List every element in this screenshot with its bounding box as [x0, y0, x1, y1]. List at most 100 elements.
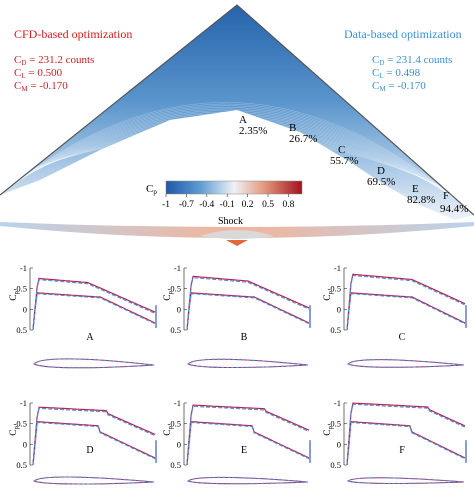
colorbar-tick-label: 0.8 [282, 200, 294, 210]
section-letter-b: B [289, 122, 296, 134]
wing-contour [18, 120, 456, 199]
cfd-cl: CL = 0.500 [14, 67, 63, 80]
shock-airfoil-section [200, 230, 274, 239]
cp-panel-f: -1 -0.5 0 0.5 Cp F [323, 398, 467, 484]
cp-panel-a: -1 -0.5 0 0.5 Cp A [9, 263, 157, 369]
cfd-upper-curve [32, 277, 156, 331]
cp-tick-label: -1 [20, 398, 27, 408]
wing-contour [9, 110, 465, 207]
airfoil-section [346, 477, 465, 484]
colorbar-tick-label: -1 [162, 200, 170, 210]
wing-contour [24, 126, 450, 194]
cp-tick-label: -0.5 [168, 419, 181, 429]
data-lower-curve [346, 293, 466, 331]
colorbar-label: Cp [146, 183, 157, 196]
cfd-lower-curve [32, 420, 156, 466]
cp-tick-label: 0 [177, 304, 181, 314]
cp-tick-label: -0.5 [328, 419, 341, 429]
cp-tick-label: 0.5 [330, 460, 341, 470]
cp-panel-c: -1 -0.5 0 0.5 Cp C [323, 263, 467, 368]
panel-label: D [86, 445, 93, 456]
data-lower-curve [186, 421, 310, 466]
cp-tick-label: 0.5 [16, 325, 27, 335]
section-pct-d: 69.5% [367, 176, 395, 188]
cp-tick-label: -1 [174, 398, 181, 408]
data-upper-curve [346, 274, 466, 331]
wing-contour [23, 124, 451, 195]
wing-contour [21, 123, 453, 197]
section-labels: A 2.35% B 26.7% C 55.7% D 69.5% E 82.8% … [239, 114, 468, 215]
cp-panel-d: -1 -0.5 0 0.5 Cp D [9, 398, 157, 485]
data-lower-curve [32, 293, 156, 331]
data-airfoil [347, 359, 465, 368]
cfd-lower-curve [346, 420, 466, 466]
section-letter-f: F [443, 190, 449, 202]
shock-band: Shock [0, 216, 474, 246]
data-upper-curve [186, 405, 310, 466]
colorbar-tick-label: -0.7 [179, 200, 194, 210]
section-letter-d: D [377, 165, 385, 177]
section-pct-f: 94.4% [440, 203, 468, 215]
panel-label: E [241, 445, 247, 456]
wing-contour [4, 105, 470, 212]
section-letter-e: E [412, 183, 419, 195]
data-upper-curve [32, 279, 156, 331]
wing-contour [10, 111, 464, 206]
cp-panel-e: -1 -0.5 0 0.5 Cp E [163, 398, 311, 485]
data-airfoil [33, 358, 155, 369]
wing-contour [6, 107, 468, 210]
cfd-upper-curve [186, 404, 310, 466]
cfd-lower-curve [346, 292, 466, 331]
wing-surface [0, 5, 474, 220]
cp-tick-label: 0.5 [170, 460, 181, 470]
cp-tick-label: -0.5 [328, 284, 341, 294]
data-lower-curve [346, 421, 466, 466]
cp-tick-label: 0 [23, 304, 27, 314]
cfd-lower-curve [186, 292, 310, 331]
wing-contour-lines [1, 102, 473, 214]
panel-label: C [399, 332, 406, 343]
cp-axis-label: Cp [323, 291, 334, 301]
shock-label: Shock [218, 216, 243, 227]
wing-contour [16, 118, 458, 201]
data-cm: CM = -0.170 [372, 80, 426, 93]
cfd-upper-curve [32, 406, 156, 466]
cp-tick-label: -0.5 [14, 419, 27, 429]
cp-tick-label: 0.5 [330, 325, 341, 335]
cp-tick-label: -0.5 [168, 284, 181, 294]
data-airfoil [346, 477, 465, 484]
cfd-upper-curve [186, 275, 310, 331]
cp-tick-label: -1 [334, 398, 341, 408]
wing-contour [13, 115, 461, 203]
wing-leading-edge [0, 4, 474, 216]
data-title: Data-based optimization [344, 27, 462, 41]
data-panel: Data-based optimization CD = 231.4 count… [344, 27, 462, 93]
cp-panels: -1 -0.5 0 0.5 Cp A -1 -0.5 0 0.5 Cp B -1 -0.5 0 0.5 Cp C -… [9, 263, 467, 485]
cfd-title: CFD-based optimization [14, 27, 132, 41]
section-pct-e: 82.8% [407, 194, 435, 206]
section-pct-c: 55.7% [330, 155, 358, 167]
panel-label: A [86, 332, 94, 343]
data-lower-curve [32, 421, 156, 466]
colorbar-tick-label: -0.1 [220, 200, 235, 210]
cp-axis-label: Cp [163, 291, 174, 301]
colorbar-ticks: -1 -0.7 -0.4 -0.1 0.2 0.5 0.8 [162, 194, 295, 210]
cp-tick-label: 0 [177, 439, 181, 449]
cp-axis-label: Cp [163, 426, 174, 436]
data-airfoil [187, 358, 309, 369]
airfoil-section [187, 358, 309, 369]
panel-label: F [399, 445, 405, 456]
panel-label: B [241, 332, 248, 343]
cp-tick-label: -0.5 [14, 284, 27, 294]
airfoil-section [33, 476, 155, 485]
wing-contour [27, 129, 447, 191]
cp-tick-label: 0 [23, 439, 27, 449]
data-upper-curve [186, 277, 310, 331]
airfoil-section [186, 476, 309, 485]
colorbar-gradient [165, 180, 303, 195]
section-letter-a: A [239, 114, 247, 126]
cfd-cm: CM = -0.170 [14, 80, 68, 93]
shock-marker [226, 240, 248, 246]
wing-contour [19, 121, 455, 198]
cp-tick-label: 0 [337, 304, 341, 314]
